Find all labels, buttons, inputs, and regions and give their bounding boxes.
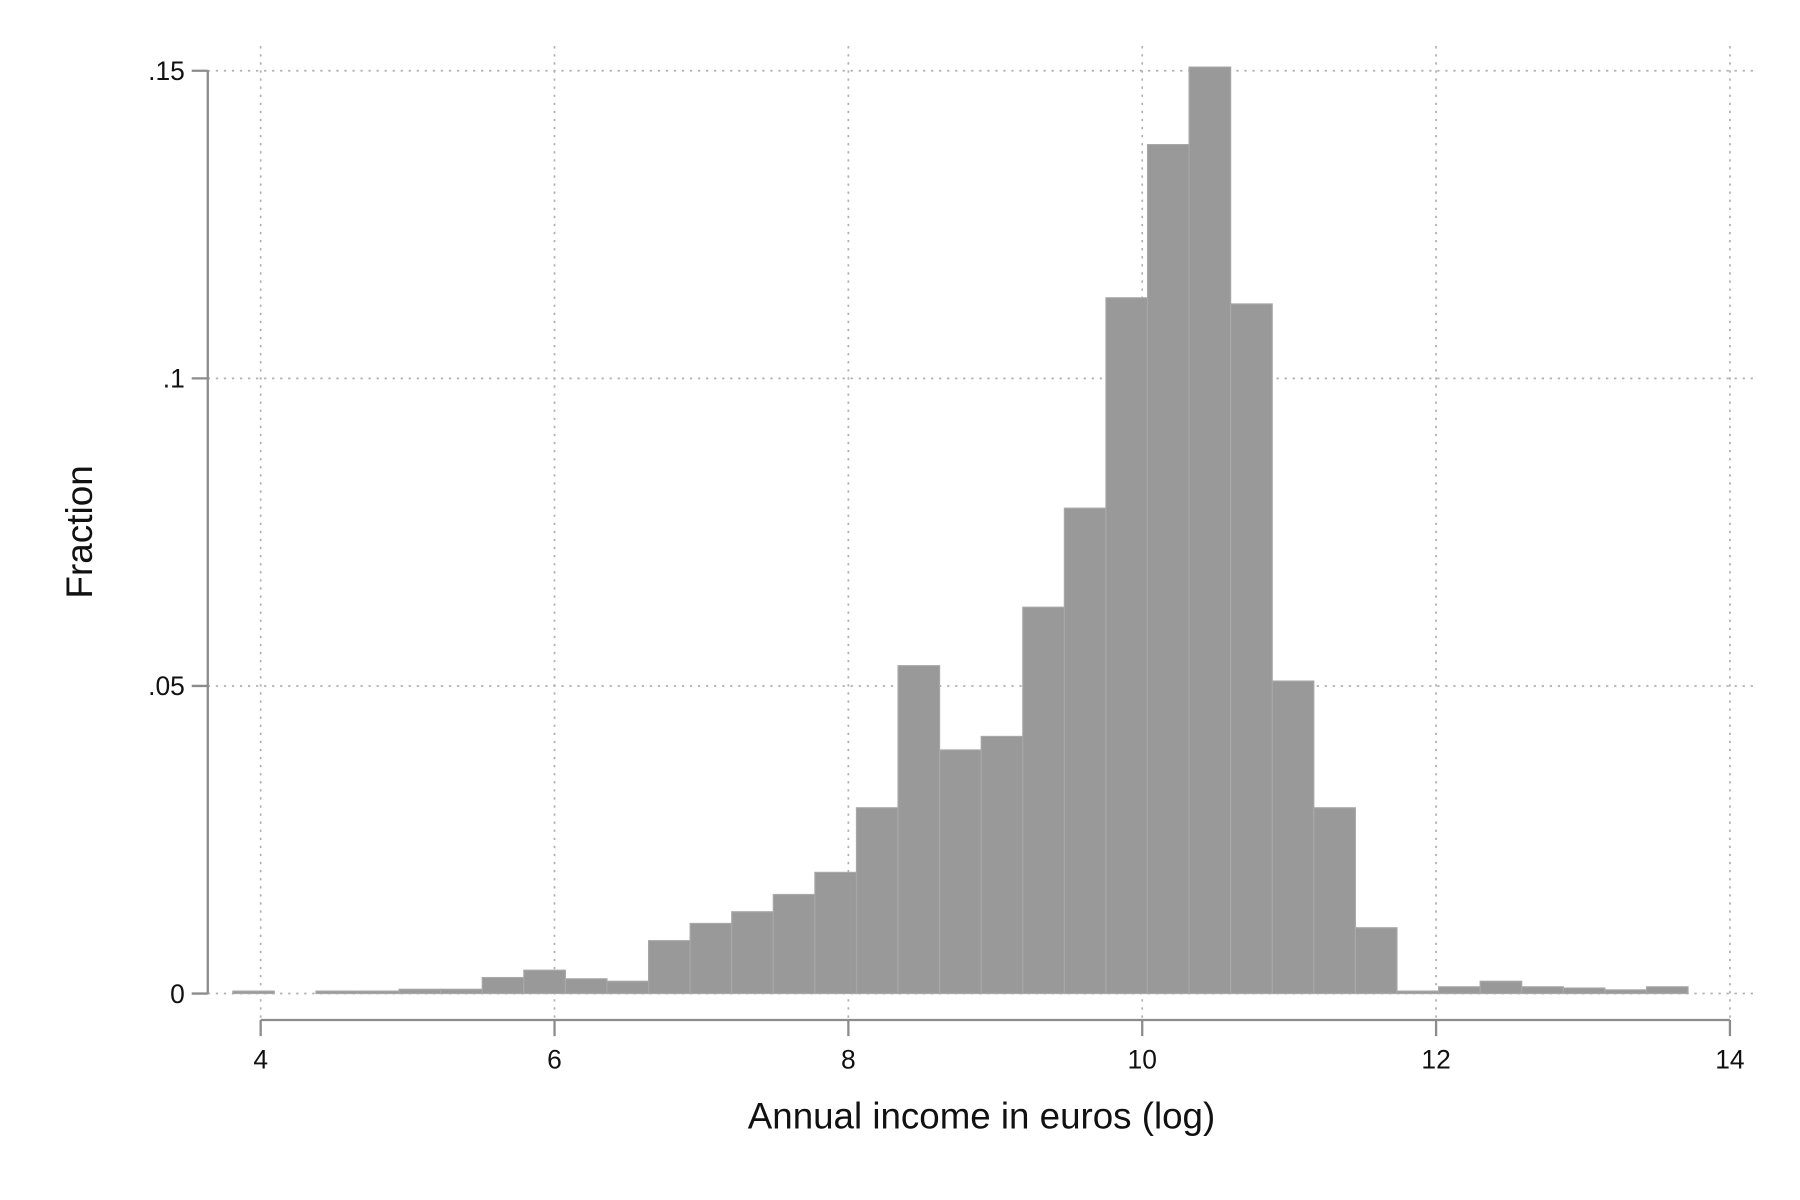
bar	[772, 893, 816, 995]
bar	[398, 988, 442, 995]
bar	[523, 969, 566, 995]
bar	[1188, 66, 1232, 995]
bar	[1230, 303, 1273, 995]
bar	[980, 735, 1024, 995]
x-tick-label: 14	[1715, 1044, 1744, 1074]
bar	[1271, 680, 1315, 995]
bar	[1354, 927, 1398, 995]
bar	[1604, 989, 1648, 995]
x-tick-label: 12	[1421, 1044, 1450, 1074]
bar	[1313, 807, 1356, 995]
bar	[481, 976, 525, 995]
x-tick-label: 8	[841, 1044, 856, 1074]
bar	[1479, 980, 1523, 995]
x-tick-label: 10	[1128, 1044, 1157, 1074]
bar	[814, 871, 858, 995]
bar	[356, 990, 400, 995]
bar	[1521, 986, 1564, 995]
bar	[1022, 606, 1065, 995]
bar	[1105, 297, 1149, 995]
bar	[564, 978, 608, 995]
bar	[689, 922, 733, 995]
bar	[939, 749, 982, 995]
y-tick-label: .15	[148, 56, 185, 86]
bar	[1562, 987, 1606, 995]
x-tick-label: 4	[253, 1044, 268, 1074]
x-axis-title: Annual income in euros (log)	[748, 1095, 1215, 1136]
bar	[897, 665, 941, 995]
bar	[1438, 986, 1481, 995]
bar	[232, 990, 275, 995]
y-axis-title: Fraction	[59, 465, 100, 598]
y-tick-label: .05	[148, 671, 185, 701]
bar	[647, 940, 691, 995]
y-tick-label: .1	[163, 364, 185, 394]
x-tick-label: 6	[547, 1044, 562, 1074]
bar	[606, 980, 650, 995]
bar	[1645, 986, 1689, 995]
bar	[731, 911, 774, 995]
bar	[1146, 144, 1190, 995]
bar	[855, 807, 899, 995]
y-tick-label: 0	[170, 979, 185, 1009]
bar	[1063, 507, 1107, 995]
bar	[1396, 990, 1440, 995]
bar	[440, 988, 483, 995]
bar	[315, 990, 359, 995]
